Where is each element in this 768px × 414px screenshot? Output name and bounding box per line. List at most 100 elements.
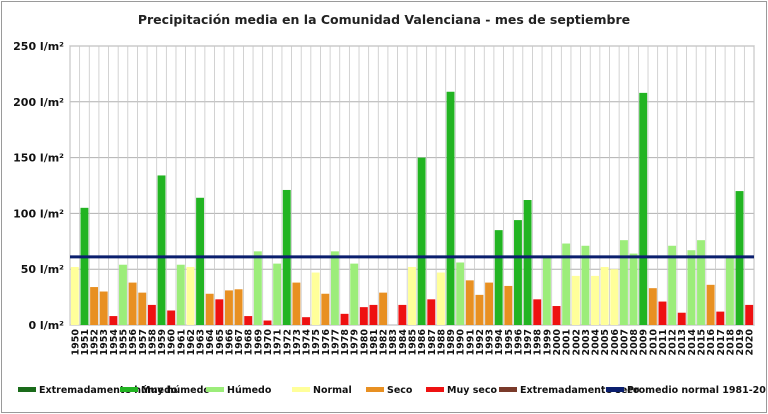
- bar-1976: [321, 293, 330, 325]
- bar-2003: [581, 245, 590, 325]
- bar-1968: [244, 316, 253, 325]
- legend-item: Promedio normal 1981-2010: [606, 385, 766, 396]
- bar-2020: [745, 304, 754, 325]
- x-tick-label: 1953: [99, 329, 110, 355]
- x-tick-label: 1992: [475, 329, 486, 355]
- x-tick-label: 2004: [591, 329, 602, 356]
- x-tick-label: 1985: [408, 329, 419, 355]
- bar-1967: [234, 289, 243, 325]
- bar-2017: [716, 311, 725, 325]
- x-tick-label: 2015: [697, 329, 708, 355]
- bar-1964: [205, 293, 214, 325]
- bar-2011: [658, 301, 667, 325]
- x-tick-label: 1970: [263, 329, 274, 356]
- x-tick-label: 1984: [398, 329, 409, 356]
- bar-1977: [330, 251, 339, 325]
- x-tick-label: 1996: [513, 329, 524, 356]
- x-tick-label: 1971: [273, 329, 284, 355]
- bar-1959: [157, 175, 166, 325]
- bar-1990: [456, 262, 465, 325]
- x-tick-label: 1963: [196, 329, 207, 355]
- bar-1988: [436, 272, 445, 325]
- x-tick-label: 1972: [282, 329, 293, 355]
- y-tick-label: 250 l/m²: [13, 40, 64, 53]
- bar-1980: [359, 307, 368, 325]
- bar-2000: [552, 306, 561, 325]
- bar-1955: [119, 264, 127, 325]
- x-tick-label: 1952: [90, 329, 101, 355]
- x-tick-label: 1987: [427, 329, 438, 355]
- x-tick-label: 1990: [456, 329, 467, 356]
- x-tick-label: 1991: [465, 329, 476, 355]
- bar-1982: [379, 292, 388, 325]
- x-tick-label: 1956: [128, 329, 139, 356]
- x-tick-label: 2005: [600, 329, 611, 355]
- x-tick-label: 1998: [533, 329, 544, 356]
- bar-1986: [417, 157, 426, 325]
- x-tick-label: 1964: [205, 329, 216, 356]
- x-tick-label: 1968: [244, 329, 255, 356]
- x-axis: 1950195119521953195419551956195719581959…: [70, 329, 755, 356]
- x-tick-label: 2006: [610, 329, 621, 356]
- bar-1963: [196, 197, 205, 325]
- bar-1987: [427, 299, 436, 325]
- bar-1950: [70, 266, 79, 325]
- y-tick-label: 150 l/m²: [13, 152, 64, 165]
- y-tick-label: 200 l/m²: [13, 96, 64, 109]
- bar-2013: [677, 312, 686, 325]
- x-tick-label: 1959: [157, 329, 168, 355]
- bar-1965: [215, 299, 224, 325]
- x-tick-label: 2012: [668, 329, 679, 355]
- x-tick-label: 2014: [687, 329, 698, 356]
- bar-2014: [687, 250, 696, 325]
- x-tick-label: 2016: [706, 329, 717, 356]
- x-tick-label: 2018: [725, 329, 736, 356]
- bar-1961: [176, 264, 185, 325]
- x-tick-label: 1997: [523, 329, 534, 355]
- x-tick-label: 1965: [215, 329, 226, 355]
- x-tick-label: 2003: [581, 329, 592, 355]
- legend-label: Seco: [387, 385, 413, 396]
- bar-1951: [80, 207, 89, 325]
- bar-1991: [465, 280, 474, 325]
- bar-2015: [697, 240, 705, 325]
- bar-1984: [398, 304, 407, 325]
- bar-1966: [225, 290, 233, 325]
- x-tick-label: 1994: [494, 329, 505, 356]
- x-tick-label: 1957: [138, 329, 149, 355]
- bar-2006: [610, 269, 619, 325]
- bar-1995: [504, 285, 513, 325]
- x-tick-label: 2001: [562, 329, 573, 355]
- legend-label: Extremadamente húmedo: [39, 385, 178, 396]
- bar-1957: [138, 292, 147, 325]
- bar-2007: [619, 240, 628, 325]
- bar-1958: [147, 304, 156, 325]
- x-tick-label: 1999: [542, 329, 553, 355]
- bar-1979: [350, 263, 359, 325]
- x-tick-label: 1982: [379, 329, 390, 355]
- bar-1969: [253, 251, 262, 325]
- x-tick-label: 1975: [311, 329, 322, 355]
- x-tick-label: 2000: [552, 329, 563, 356]
- bar-1974: [302, 317, 310, 325]
- legend-item: Muy húmedo: [120, 385, 210, 396]
- x-tick-label: 1960: [167, 329, 178, 356]
- x-tick-label: 1988: [436, 329, 447, 356]
- legend-label: Normal: [313, 385, 352, 396]
- x-tick-label: 2008: [629, 329, 640, 356]
- legend-label: Húmedo: [227, 385, 272, 396]
- x-tick-label: 1966: [224, 329, 235, 356]
- bar-1962: [186, 266, 195, 325]
- y-tick-label: 0 l/m²: [28, 319, 64, 332]
- x-tick-label: 2019: [735, 329, 746, 355]
- x-tick-label: 1976: [321, 329, 332, 356]
- legend-swatch: [606, 387, 624, 392]
- bar-1992: [475, 294, 484, 325]
- legend-label: Extremadamente seco: [520, 385, 640, 396]
- chart-title: Precipitación media en la Comunidad Vale…: [138, 12, 630, 27]
- legend-item: Seco: [366, 385, 413, 396]
- x-tick-label: 1980: [359, 329, 370, 356]
- bar-1954: [109, 316, 118, 325]
- bar-1996: [514, 220, 522, 325]
- x-tick-label: 1995: [504, 329, 515, 355]
